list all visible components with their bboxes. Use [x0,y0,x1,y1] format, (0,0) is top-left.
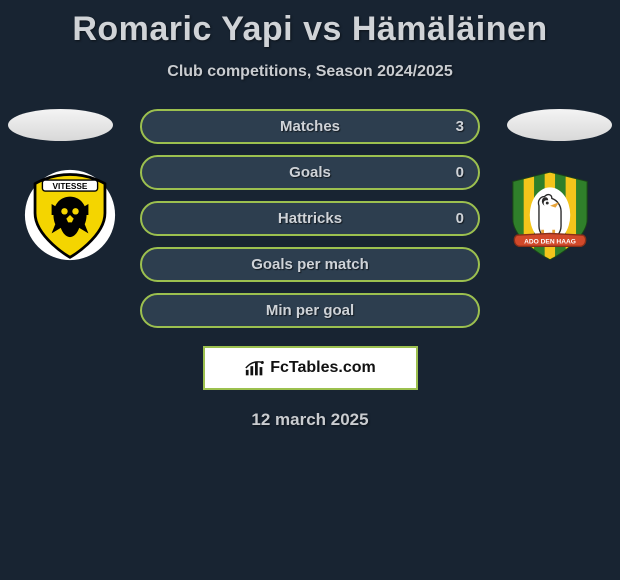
stat-label: Goals [289,164,331,181]
brand-text: FcTables.com [270,359,376,377]
stat-label: Goals per match [251,256,369,273]
stat-row: Hattricks 0 [140,201,480,236]
stat-right-value: 3 [456,118,464,135]
stat-right-value: 0 [456,164,464,181]
player-photo-right [507,109,612,141]
stat-label: Matches [280,118,340,135]
bar-chart-icon [244,357,266,379]
stat-row: Min per goal [140,293,480,328]
stat-row: Goals 0 [140,155,480,190]
svg-text:ADO DEN HAAG: ADO DEN HAAG [524,239,576,246]
page-title: Romaric Yapi vs Hämäläinen [0,0,620,49]
page-subtitle: Club competitions, Season 2024/2025 [0,63,620,81]
club-badge-right: ADO DEN HAAG [504,169,596,261]
svg-text:VITESSE: VITESSE [53,182,88,191]
date-label: 12 march 2025 [0,410,620,430]
stat-row: Matches 3 [140,109,480,144]
comparison-panel: VITESSE [0,109,620,430]
club-badge-left: VITESSE [24,169,116,261]
stat-right-value: 0 [456,210,464,227]
ado-badge-icon: ADO DEN HAAG [504,169,596,261]
stats-list: Matches 3 Goals 0 Hattricks 0 Goals per … [140,109,480,328]
stat-label: Hattricks [278,210,342,227]
stat-row: Goals per match [140,247,480,282]
stat-label: Min per goal [266,302,354,319]
player-photo-left [8,109,113,141]
brand-box[interactable]: FcTables.com [203,346,418,390]
vitesse-badge-icon: VITESSE [24,169,116,261]
